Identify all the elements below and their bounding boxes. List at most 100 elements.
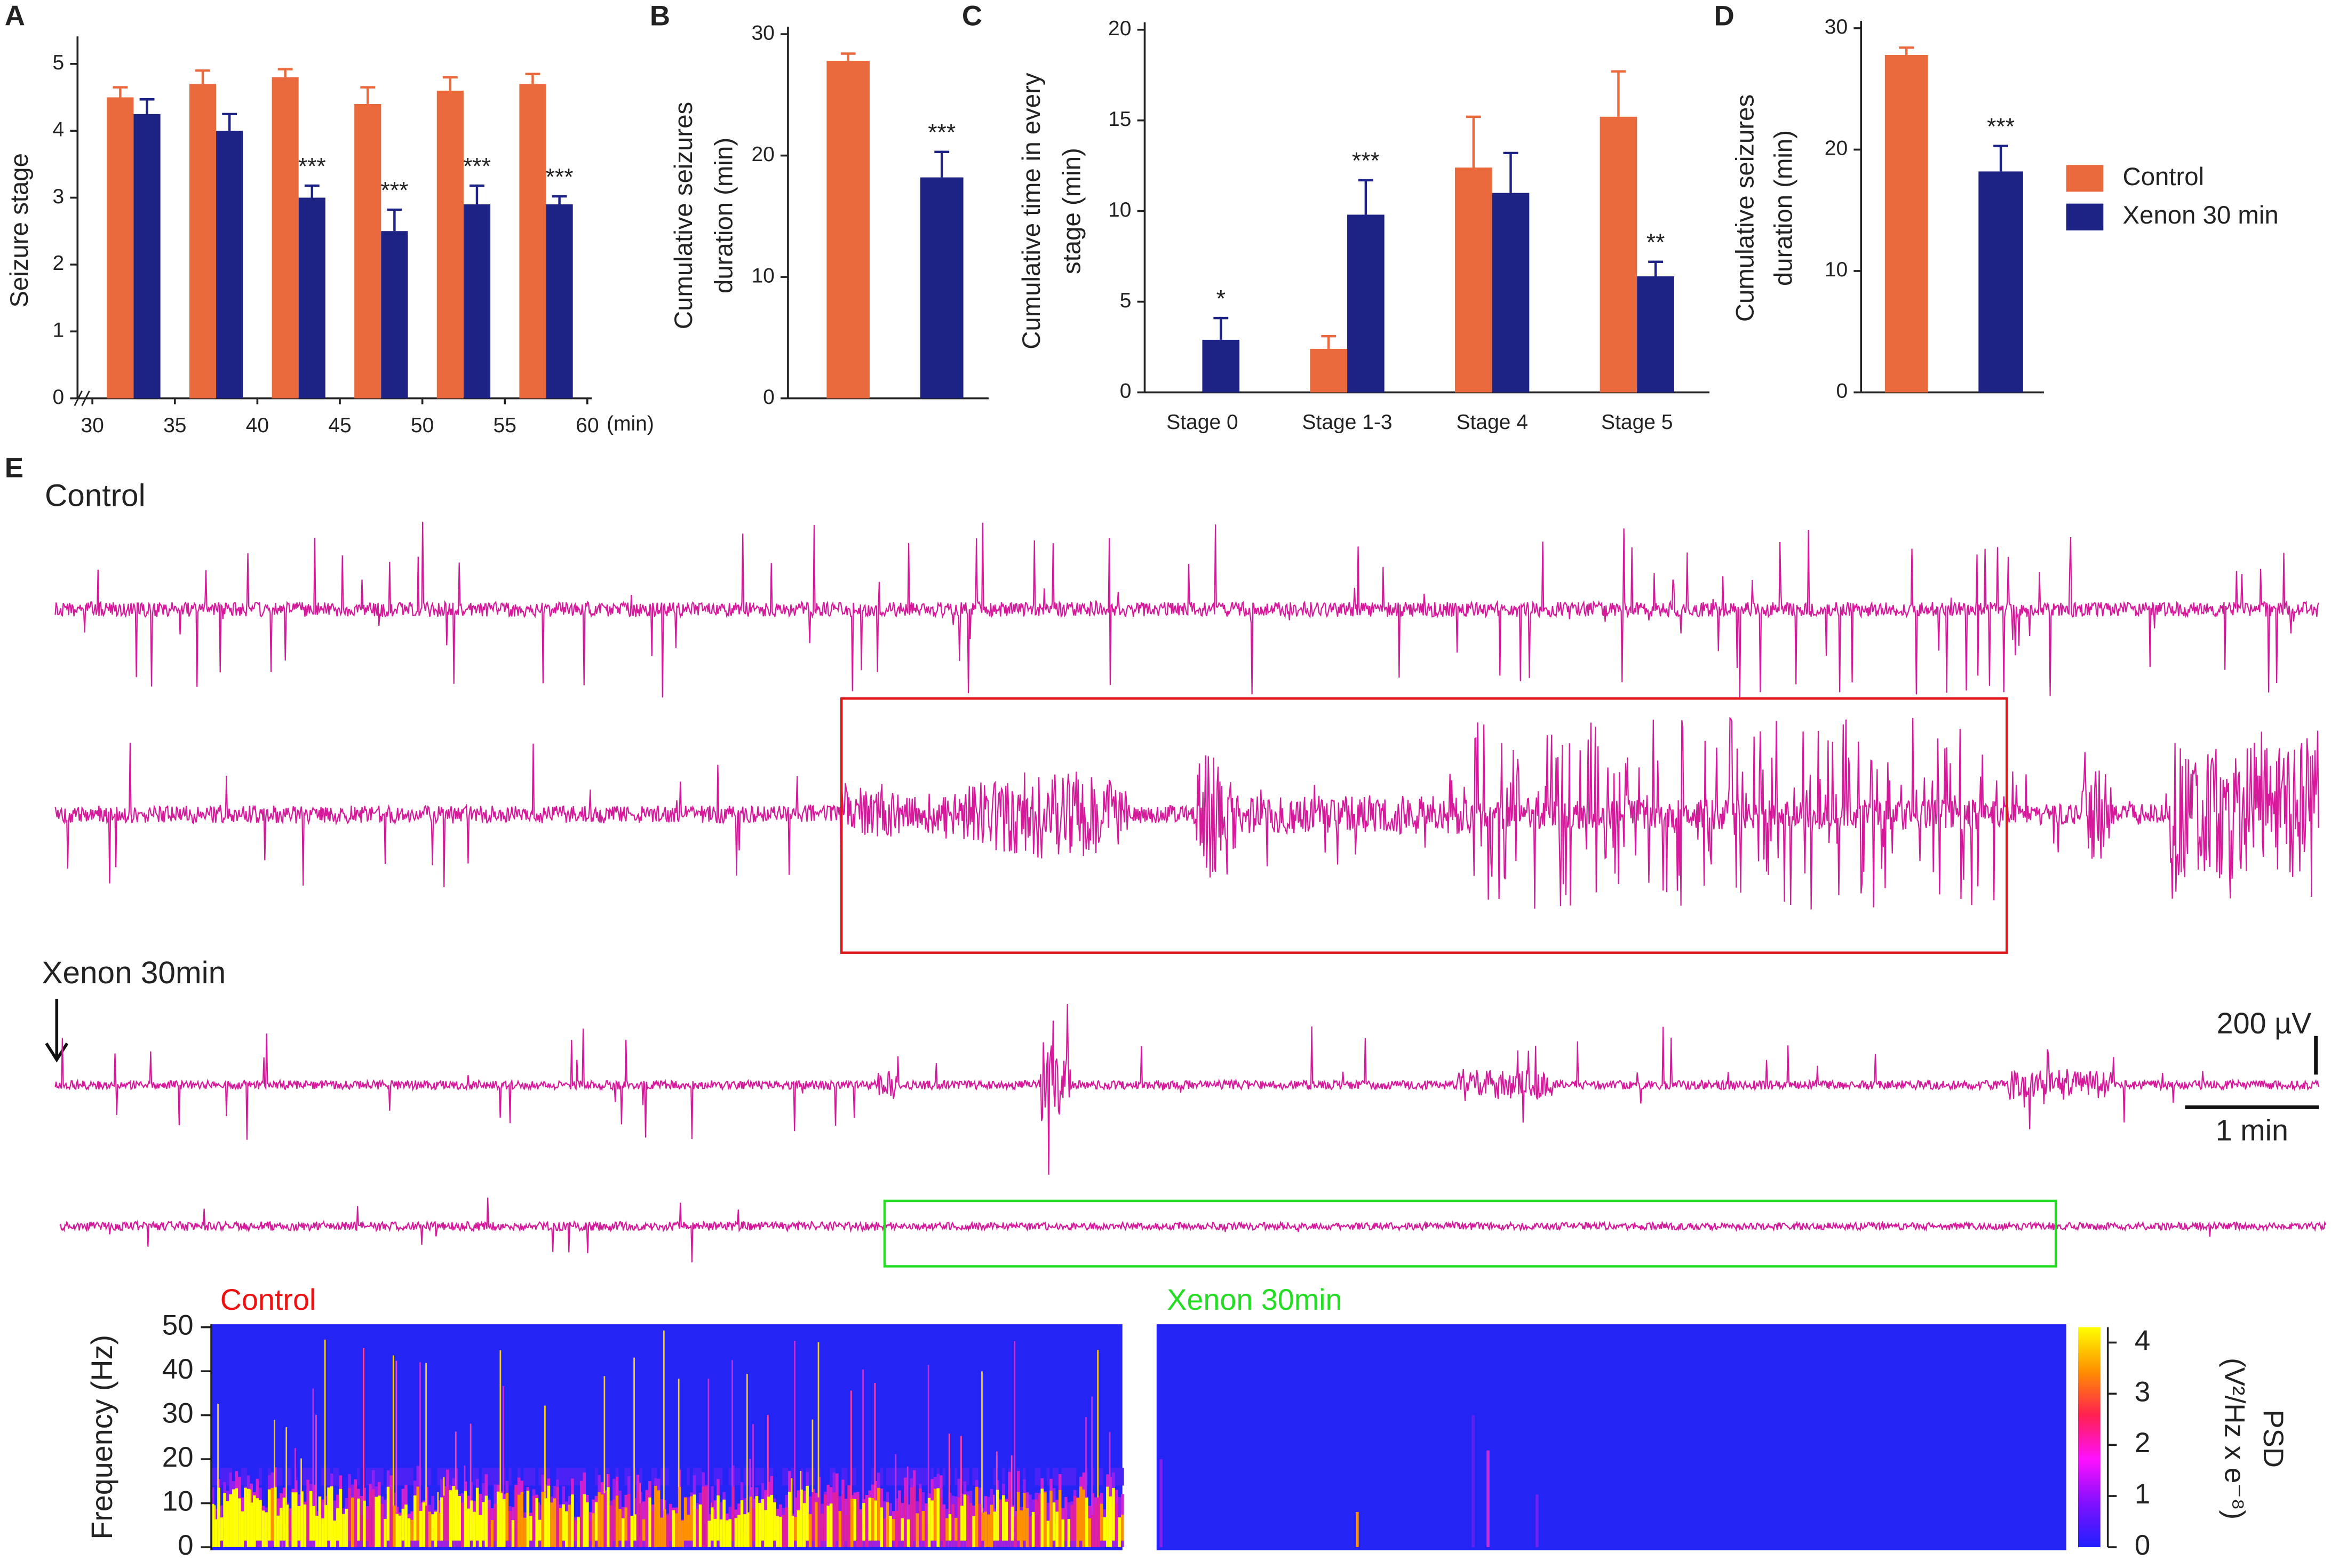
spectrogram-cell [1100, 1540, 1103, 1547]
spectrogram-cell [1120, 1494, 1124, 1516]
y-tick-label: 10 [1108, 198, 1131, 221]
spectrogram-cell [975, 1486, 978, 1547]
spectrogram-cell [1023, 1540, 1026, 1547]
spectrogram-cell [259, 1468, 262, 1486]
spectrogram-cell [927, 1365, 929, 1498]
spectrogram-cell [940, 1497, 943, 1547]
spectrogram-cell [399, 1468, 402, 1486]
spectrogram-cell [603, 1493, 607, 1547]
spectrogram-cell [669, 1503, 672, 1526]
spectrogram-cell [458, 1540, 462, 1547]
spectrogram-cell [520, 1481, 524, 1503]
spectrogram-cell [1112, 1540, 1115, 1547]
spectrogram-cell [910, 1468, 913, 1486]
spectrogram-cell [532, 1496, 536, 1547]
panel-letter: C [962, 0, 982, 31]
spectrogram-cell [562, 1468, 566, 1486]
colorbar-label: (V²/Hz x e⁻⁸) [2219, 1358, 2250, 1519]
spectrogram-cell [446, 1487, 449, 1547]
spectrogram-cell [220, 1517, 224, 1547]
spectrogram-cell [217, 1404, 219, 1488]
spectrogram-cell [1109, 1432, 1111, 1497]
spectrogram-cell [993, 1468, 996, 1486]
spectrogram-cell [987, 1514, 990, 1547]
spectrogram-cell [1073, 1540, 1077, 1547]
spectrogram-cell [571, 1494, 574, 1547]
spectrogram-cell [836, 1473, 839, 1495]
spectrogram-cell [1486, 1450, 1490, 1547]
spectrogram-cell [892, 1540, 895, 1547]
spectrogram-cell [351, 1497, 354, 1547]
spectrogram-cell [434, 1511, 437, 1547]
spectrogram-cell [687, 1497, 690, 1519]
spectrogram-cell [1008, 1540, 1011, 1547]
spectrogram-cell [821, 1514, 824, 1547]
spectrogram-cell [927, 1498, 931, 1547]
spectrogram-cell [1082, 1489, 1086, 1547]
spectrogram-cell [942, 1509, 946, 1547]
y-tick-label: 20 [162, 1442, 194, 1473]
error-bar [222, 113, 237, 131]
colorbar [2078, 1327, 2101, 1547]
spectrogram-cell [1016, 1471, 1020, 1493]
spectrogram-cell [630, 1516, 634, 1547]
spectrogram-cell [526, 1468, 530, 1486]
spectrogram-cell [755, 1496, 759, 1547]
spectrogram-cell [452, 1486, 455, 1547]
spectrogram-cell [996, 1490, 999, 1547]
spectrogram-cell [1040, 1489, 1044, 1547]
error-bar [1503, 152, 1518, 193]
spectrogram-cell [371, 1470, 375, 1492]
spectrogram-cell [681, 1521, 684, 1547]
spectrogram-cell [1106, 1486, 1109, 1547]
highlight-box [840, 697, 2008, 954]
spectrogram-cell [687, 1515, 690, 1547]
spectrogram-cell [895, 1510, 898, 1547]
spectrogram-cell [919, 1468, 922, 1486]
error-bar [552, 195, 567, 205]
spectrogram-cell [773, 1502, 776, 1547]
spectrogram [1156, 1324, 2066, 1550]
spectrogram-cell [535, 1498, 538, 1547]
spectrogram-cell [996, 1540, 999, 1547]
spectrogram-cell [285, 1427, 288, 1505]
spectrogram-cell [877, 1487, 880, 1547]
spectrogram-cell [1106, 1474, 1109, 1497]
spectrogram-cell [660, 1499, 663, 1521]
spectrogram-cell [737, 1468, 741, 1486]
spectrogram-cell [473, 1511, 476, 1547]
spectrogram-cell [847, 1485, 850, 1547]
spectrogram-cell [458, 1496, 462, 1547]
spectrogram-cell [271, 1472, 274, 1494]
spectrogram-cell [446, 1540, 449, 1547]
spectrogram-cell [886, 1468, 889, 1486]
spectrogram-cell [295, 1492, 298, 1547]
spectrogram-cell [529, 1540, 532, 1547]
error-bar [1358, 179, 1373, 215]
bar [298, 197, 325, 399]
y-tick-label: 30 [751, 21, 774, 44]
spectrogram-cell [342, 1514, 345, 1547]
spectrogram-cell [823, 1494, 827, 1547]
spectrogram-cell [770, 1494, 774, 1547]
spectrogram-cell [211, 1503, 214, 1547]
spectrogram-cell [494, 1540, 497, 1547]
spectrogram-cell [910, 1487, 913, 1547]
spectrogram-cell [401, 1468, 405, 1486]
spectrogram-cell [220, 1468, 224, 1486]
spectrogram-cell [1044, 1492, 1047, 1547]
spectrogram-cell [719, 1468, 723, 1486]
spectrogram-cell [592, 1513, 595, 1547]
spectrogram-cell [645, 1495, 649, 1547]
spectrogram-cell [711, 1502, 712, 1508]
error-bar [442, 76, 458, 91]
spectrogram-cell [675, 1513, 678, 1547]
spectrogram-cell [312, 1388, 314, 1506]
spectrogram-cell [1052, 1502, 1056, 1547]
spectrogram-cell [369, 1468, 372, 1486]
bar [1978, 171, 2023, 393]
spectrogram-cell [713, 1468, 717, 1486]
spectrogram-cell [889, 1468, 892, 1486]
spectrogram-cell [425, 1506, 428, 1547]
spectrogram-cell [624, 1540, 628, 1547]
